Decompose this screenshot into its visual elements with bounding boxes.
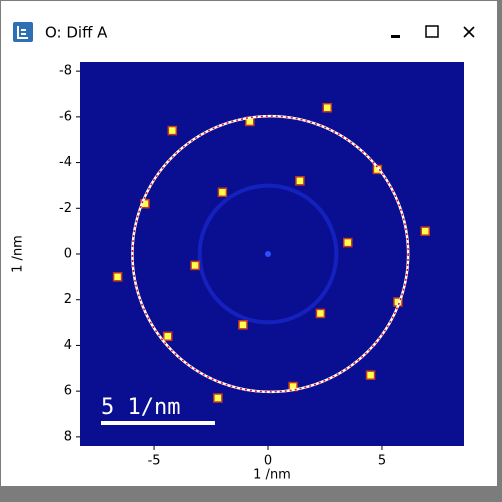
minimize-button[interactable] xyxy=(391,35,400,38)
diffraction-spot xyxy=(420,226,431,236)
diffraction-spot xyxy=(217,187,228,198)
window-title: O: Diff A xyxy=(45,24,108,42)
diffraction-spot xyxy=(365,370,376,380)
diffraction-spot xyxy=(213,393,223,403)
y-tick-label: 2 xyxy=(64,292,72,307)
diffraction-spot xyxy=(238,320,248,330)
scale-bar xyxy=(101,421,215,425)
y-tick-label: -6 xyxy=(59,109,72,124)
y-axis-label: 1 /nm xyxy=(11,235,26,273)
y-tick-label: -8 xyxy=(59,64,72,79)
x-axis-label: 1 /nm xyxy=(253,468,291,483)
diffraction-image xyxy=(80,62,464,446)
central-beam xyxy=(265,251,272,257)
x-tick-label: -5 xyxy=(148,454,161,469)
maximize-button[interactable] xyxy=(425,25,439,38)
y-tick-label: -4 xyxy=(59,155,72,170)
diffuse-ring xyxy=(197,183,339,325)
diffraction-spot xyxy=(190,260,200,271)
y-tick-label: 6 xyxy=(64,384,72,399)
diffraction-spot xyxy=(167,125,178,136)
diffraction-spot xyxy=(322,102,333,113)
diffraction-spot xyxy=(112,272,123,282)
scale-bar-label: 5 1/nm xyxy=(101,395,180,420)
y-tick-label: 8 xyxy=(64,429,72,444)
y-tick-label: -2 xyxy=(59,201,72,216)
x-tick-label: 5 xyxy=(378,454,386,469)
app-icon-glyph xyxy=(17,26,28,39)
y-tick-label: 4 xyxy=(64,338,72,353)
diffraction-spot xyxy=(343,237,353,248)
y-tick-label: 0 xyxy=(64,247,72,262)
diffraction-spot xyxy=(162,331,173,342)
close-button[interactable] xyxy=(463,26,475,38)
x-tick-label: 0 xyxy=(264,454,272,469)
diffraction-spot xyxy=(315,308,326,319)
diffraction-spot xyxy=(295,176,305,186)
ring-overlay-dash xyxy=(131,115,409,393)
